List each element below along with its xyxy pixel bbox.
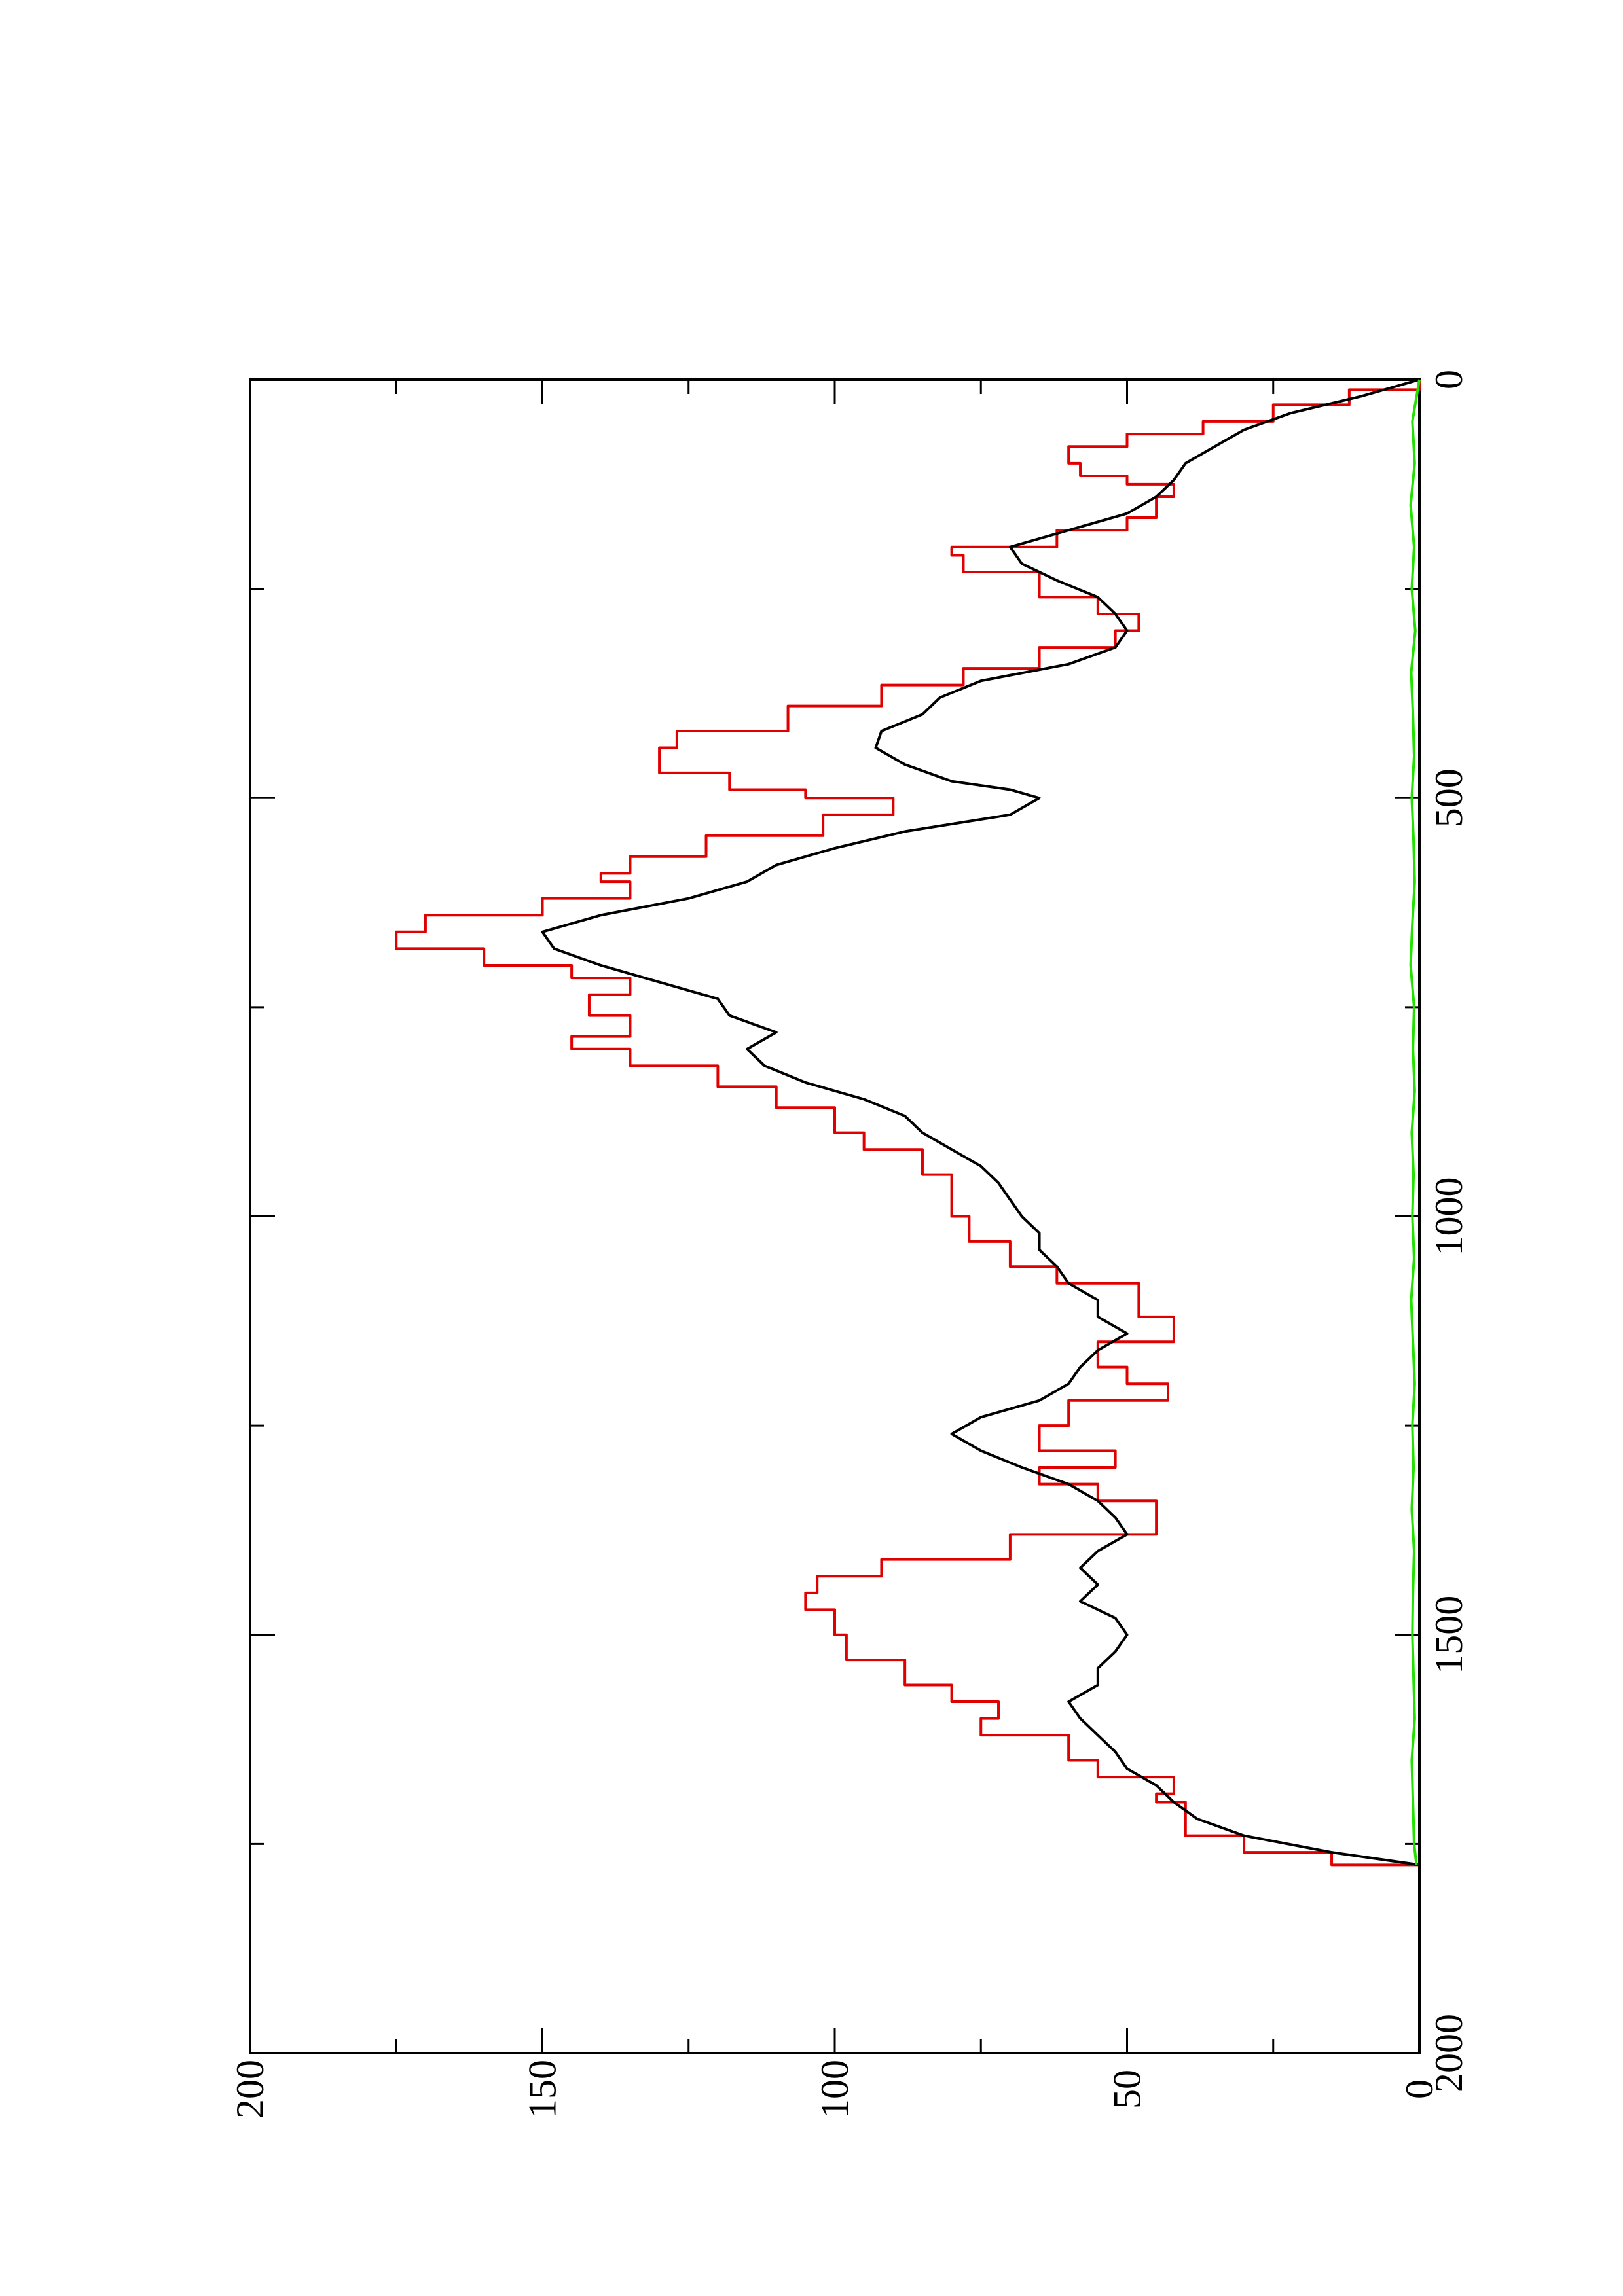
y-tick-label: 200 xyxy=(228,2060,272,2119)
series-line-1 xyxy=(395,380,1421,1867)
x-tick-label: 2000 xyxy=(1427,2014,1470,2092)
y-tick-label: 50 xyxy=(1106,2070,1149,2109)
y-tick-label: 0 xyxy=(1398,2079,1441,2099)
y-tick-label: 100 xyxy=(813,2060,856,2119)
x-tick-label: 500 xyxy=(1427,768,1470,827)
x-tick-label: 0 xyxy=(1427,370,1470,389)
series-line-3 xyxy=(1409,379,1421,1865)
ticks xyxy=(249,378,1421,2054)
series-line-2 xyxy=(541,378,1420,1867)
x-tick-label: 1500 xyxy=(1427,1596,1470,1674)
plot-frame xyxy=(249,378,1421,2054)
x-tick-label: 1000 xyxy=(1427,1177,1470,1256)
y-tick-label: 150 xyxy=(521,2060,564,2119)
series-group xyxy=(395,378,1421,1867)
